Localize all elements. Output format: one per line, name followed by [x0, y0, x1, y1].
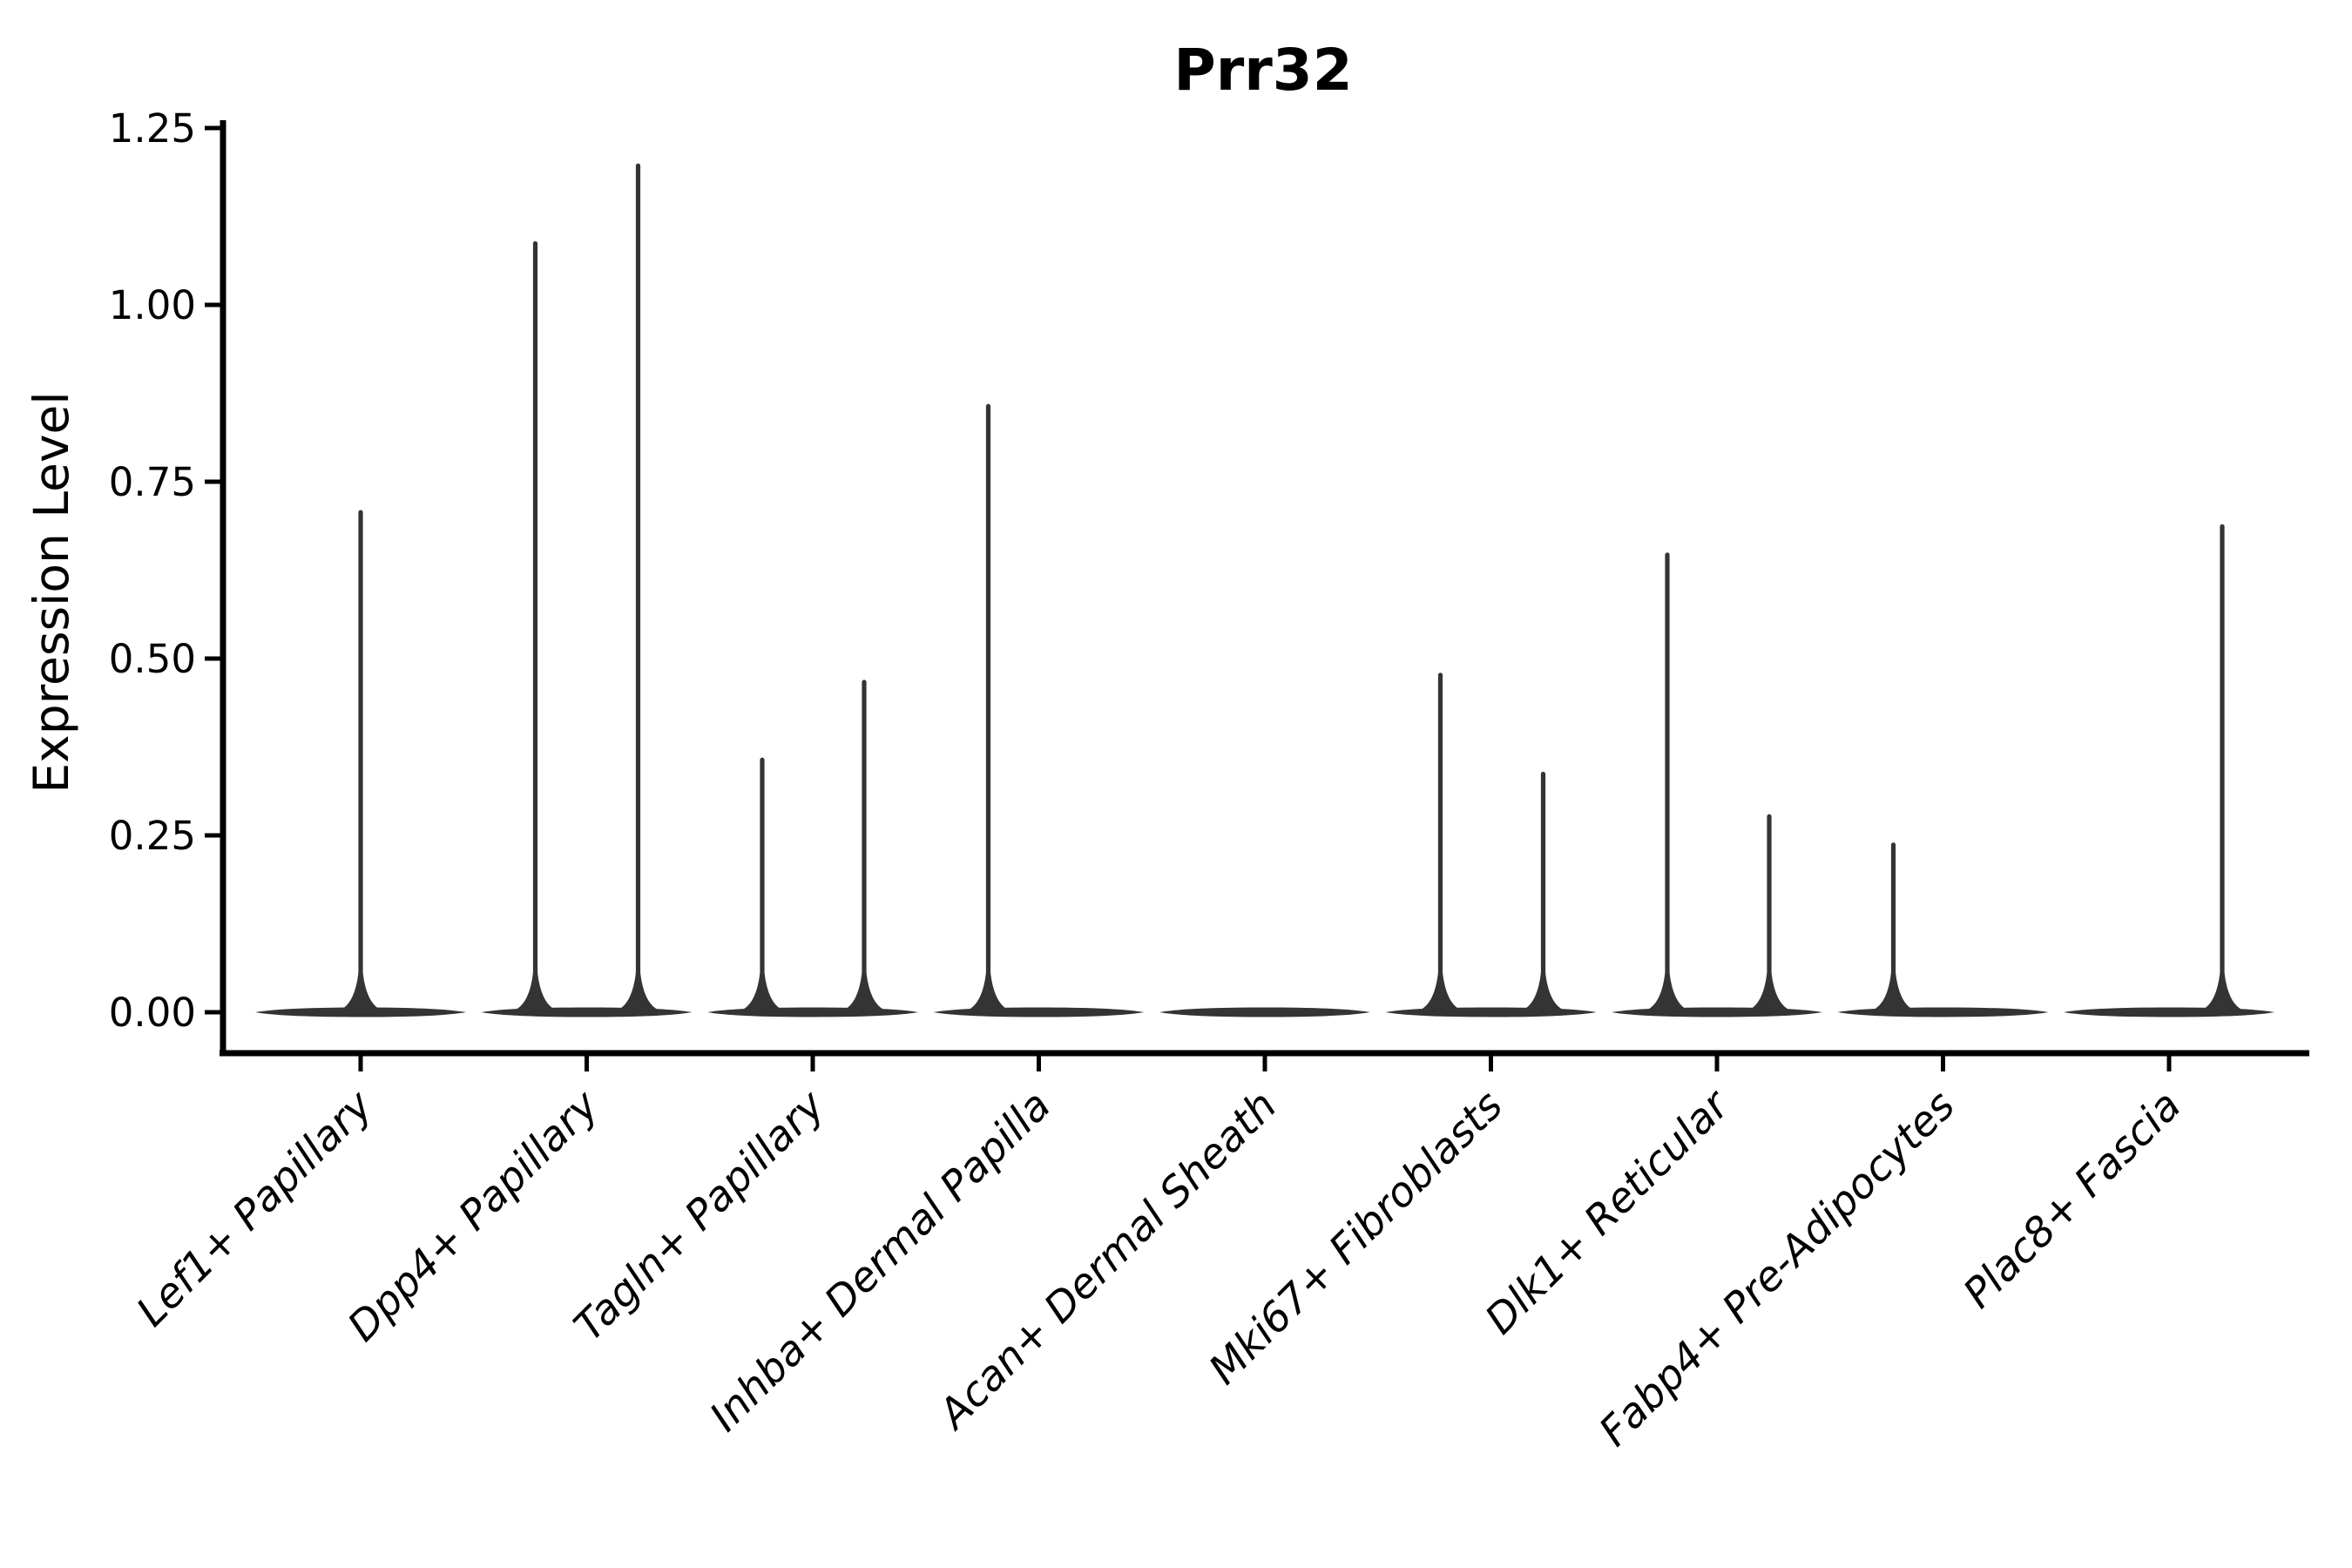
x-category-label: Plac8+ Fascia	[1954, 1082, 2190, 1318]
violin-spike-flare	[1870, 973, 1916, 1011]
violin-body	[255, 1007, 466, 1017]
violin-spike-flare	[1417, 973, 1463, 1011]
violin-spike-flare	[1520, 973, 1566, 1011]
violin-spike-flare	[512, 973, 558, 1011]
violin-body	[1159, 1007, 1370, 1017]
violin-spike-flare	[338, 973, 383, 1011]
y-tick-label: 1.25	[109, 105, 196, 152]
violin-spike-flare	[965, 973, 1011, 1011]
violin-spike-flare	[841, 973, 887, 1011]
violin-body	[2064, 1007, 2274, 1017]
violin-spike-flare	[1645, 973, 1690, 1011]
y-tick-label: 0.50	[109, 636, 196, 682]
y-axis-label: Expression Level	[24, 391, 79, 793]
violin-body	[481, 1007, 693, 1017]
violin-body	[933, 1007, 1145, 1017]
y-tick-label: 0.25	[109, 813, 196, 859]
violin-spike-flare	[1747, 973, 1792, 1011]
x-category-label: Lef1+ Papillary	[127, 1081, 382, 1336]
x-category-label: Tagln+ Papillary	[565, 1081, 835, 1351]
y-axis-ticks: 0.00 0.25 0.50 0.75 1.00 1.25	[109, 105, 223, 1036]
violin-spike-flare	[740, 973, 785, 1011]
x-category-label: Dpp4+ Papillary	[339, 1081, 609, 1351]
violin-spike-flare	[615, 973, 661, 1011]
violins-group	[255, 163, 2274, 1017]
violin-body	[1612, 1007, 1822, 1017]
x-category-label: Fabp4+ Pre-Adipocytes	[1590, 1082, 1963, 1456]
y-tick-label: 0.75	[109, 459, 196, 505]
violin-body	[707, 1007, 918, 1017]
x-category-label: Dlk1+ Reticular	[1477, 1080, 1740, 1344]
y-tick-label: 0.00	[109, 990, 196, 1036]
violin-body	[1385, 1007, 1597, 1017]
chart-title: Prr32	[1173, 37, 1352, 104]
y-tick-label: 1.00	[109, 282, 196, 328]
violin-spike-flare	[2200, 973, 2245, 1011]
violin-body	[1837, 1007, 2049, 1017]
